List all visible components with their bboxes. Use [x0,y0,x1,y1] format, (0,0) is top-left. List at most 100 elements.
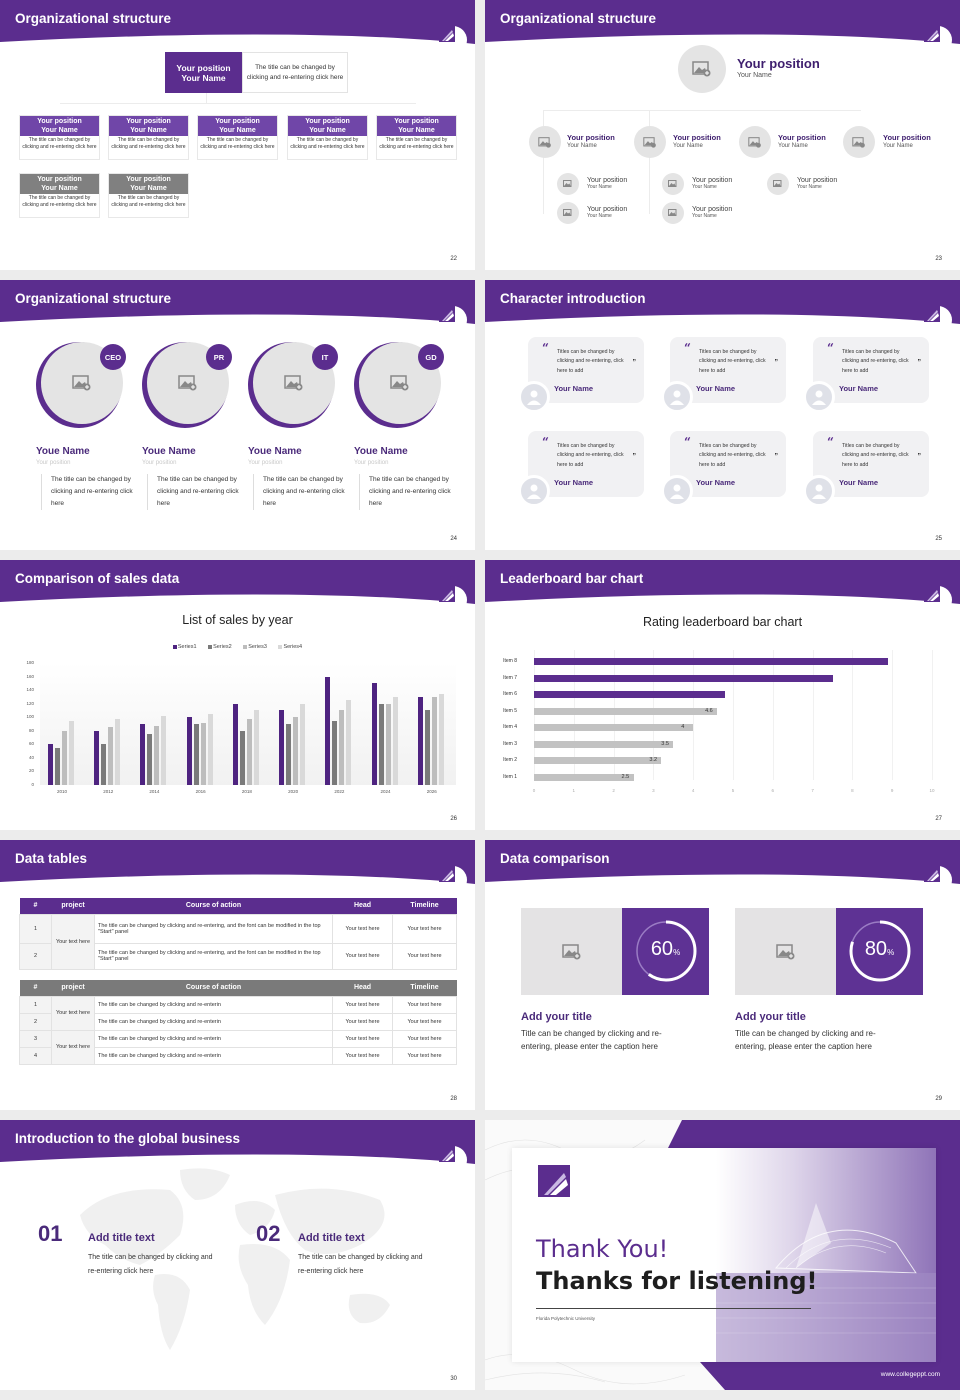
chart-bar [293,717,299,785]
item-description: The title can be changed by clicking and… [298,1254,423,1275]
top-position-block: Your position Your Name [165,52,242,93]
chart-bar [534,691,726,698]
org-card: Your position Your Name The title can be c… [19,115,100,160]
chart-bar [55,747,60,785]
world-map-icon [80,1168,390,1350]
slide-24[interactable]: Organizational structure CEO Youe Name Y… [0,280,475,550]
image-placeholder-icon[interactable] [739,126,771,158]
chart-bar [115,718,121,785]
chart-bar [534,740,674,748]
slide-thank-you[interactable]: Thank You! Thanks for listening! Florida… [485,1120,960,1390]
image-placeholder-icon[interactable] [529,126,561,158]
avatar-icon [661,475,693,507]
image-placeholder-icon[interactable] [843,126,875,158]
y-category-label: Item 6 [503,691,517,697]
chart-bar [300,703,306,785]
progress-ring-80: 80% [836,908,923,995]
y-category-label: Item 7 [503,674,517,681]
image-placeholder-icon[interactable] [557,202,579,224]
team-member: IT Youe Name Your position The title can… [248,342,348,510]
website-link[interactable]: www.collegeppt.com [880,1371,940,1378]
x-tick-label: 1 [572,788,576,793]
image-placeholder-icon[interactable] [634,126,666,158]
y-tick-label: 160 [26,673,34,679]
university-logo-icon [924,26,952,54]
avatar-icon [518,381,550,413]
team-member: GD Youe Name Your position The title can… [354,342,454,510]
item-description: Title can be changed by clicking and re-… [735,1029,876,1051]
close-quote-icon: ” [917,359,922,366]
data-label: 4.6 [705,707,713,714]
connector-line [60,103,416,104]
chart-bar [385,703,391,785]
y-category-label: Item 5 [503,707,517,714]
image-placeholder-icon[interactable] [662,202,684,224]
chart-bar [378,703,384,785]
top-description: The title can be changed by clicking and… [242,52,348,93]
item-number: 01 [38,1221,63,1246]
chart-bar [534,757,662,764]
member-description: The title can be changed by clicking and… [41,474,136,510]
chart-bar [161,715,167,785]
university-logo-icon [439,306,467,334]
grid-line [534,650,535,780]
image-placeholder-icon[interactable] [678,45,726,93]
role-badge: IT [312,344,338,370]
item-title: Add your title [735,1011,806,1023]
slide-22[interactable]: Organizational structure Your position Y… [0,0,475,270]
y-tick-label: 20 [28,768,34,774]
university-logo-icon [439,866,467,894]
data-table-2: # project Course of action Head Timeline… [19,980,457,1065]
chart-bar [246,718,252,785]
org-card: Your position Your Name The title can be c… [108,173,189,218]
chart-bar [232,703,238,785]
slide-header: Introduction to the global business [0,1120,475,1174]
slide-header: Character introduction [485,280,960,334]
table-row: 1 Your text here The title can be changed … [19,995,457,1031]
slide-30[interactable]: Introduction to the global business 01 A… [0,1120,475,1390]
university-logo-icon [924,866,952,894]
slide-28[interactable]: Data tables # project Course of action H… [0,840,475,1110]
y-category-label: Item 1 [503,773,517,780]
chart-bar [438,693,444,785]
slide-29[interactable]: Data comparison 60% Add your title Title… [485,840,960,1110]
member-name: Youe Name [142,446,196,457]
slide-header: Comparison of sales data [0,560,475,614]
member-name: Youe Name [248,446,302,457]
x-tick-label: 2020 [288,789,299,794]
level1-label: Your position Your Name [673,133,721,149]
slide-27[interactable]: Leaderboard bar chart Rating leaderboard… [485,560,960,830]
grid-line [573,650,575,780]
close-quote-icon: ” [774,453,779,460]
image-placeholder-icon[interactable] [662,173,684,195]
page-number: 29 [935,1096,942,1102]
image-placeholder-icon[interactable] [253,342,335,424]
image-placeholder-icon[interactable] [521,908,622,995]
open-quote-icon: “ [827,435,834,449]
slide-header: Organizational structure [485,0,960,54]
chart-bar [101,744,107,785]
grid-line [693,650,695,780]
slide-title: Organizational structure [500,11,657,26]
slide-26[interactable]: Comparison of sales data List of sales b… [0,560,475,830]
image-placeholder-icon[interactable] [735,908,836,995]
y-tick-label: 0 [31,782,34,787]
chart-bar [279,710,285,785]
slide-title: Leaderboard bar chart [500,571,644,586]
campus-photo [716,1148,936,1362]
team-member: CEO Youe Name Your position The title ca… [36,342,136,510]
page-number: 25 [935,536,942,542]
slide-25[interactable]: Character introduction “Titles can be ch… [485,280,960,550]
chart-bar [534,674,833,682]
connector-line [649,110,650,214]
slide-23[interactable]: Organizational structure Your position Y… [485,0,960,270]
y-category-label: Item 8 [503,658,517,664]
chart-bar [48,744,53,785]
bar-chart-plot [40,663,456,785]
data-label: 2.5 [621,773,630,780]
image-placeholder-icon[interactable] [767,173,789,195]
role-badge: CEO [100,344,126,370]
page-number: 28 [450,1096,457,1102]
image-placeholder-icon[interactable] [557,173,579,195]
